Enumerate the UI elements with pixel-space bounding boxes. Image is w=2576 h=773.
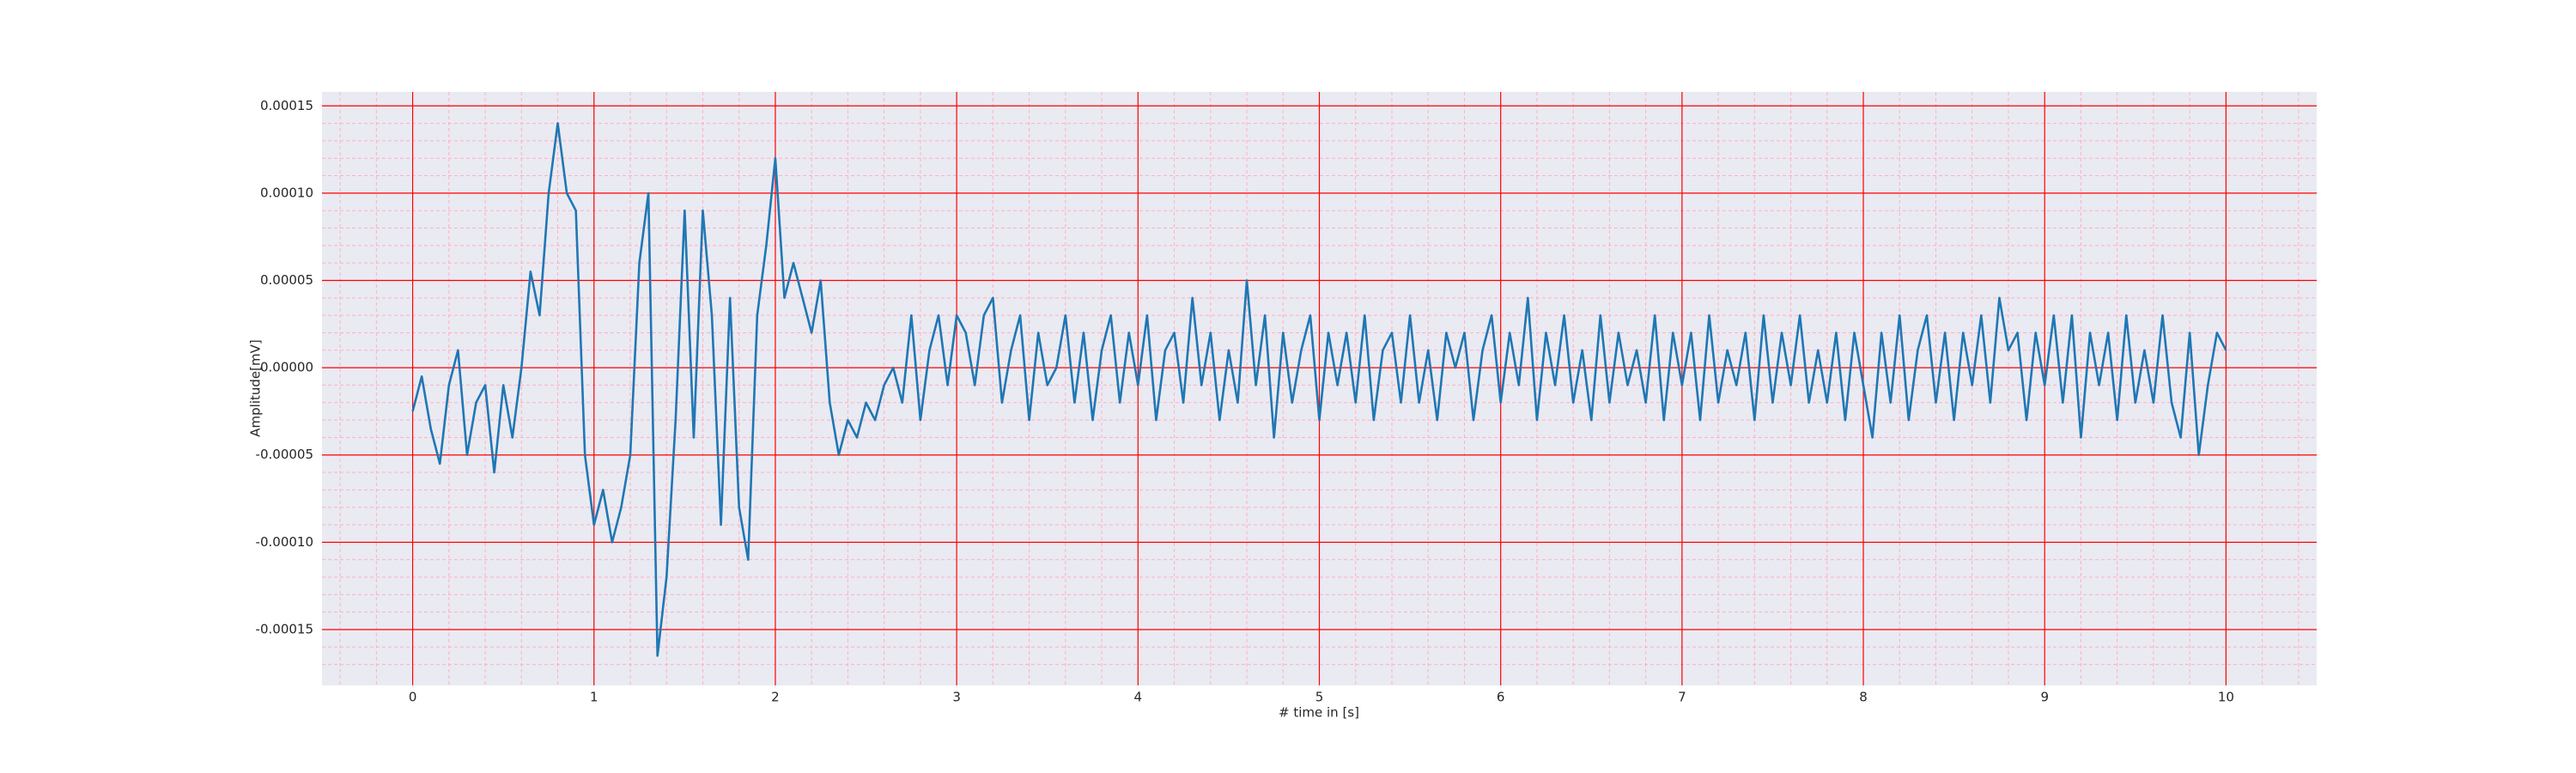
x-tick-label: 7: [1678, 690, 1686, 705]
x-tick-label: 9: [2040, 690, 2049, 705]
y-tick-label: -0.00010: [256, 534, 313, 550]
y-tick-label: 0.00005: [260, 272, 313, 288]
y-axis-label: Amplitude[mV]: [248, 339, 264, 436]
x-tick-label: 2: [771, 690, 780, 705]
x-tick-label: 6: [1497, 690, 1505, 705]
signal-line: [411, 122, 2227, 657]
y-tick-label: 0.00000: [260, 360, 313, 375]
y-tick-label: 0.00010: [260, 185, 313, 200]
x-tick-label: 1: [590, 690, 598, 705]
y-tick-label: 0.00015: [260, 98, 313, 113]
x-tick-label: 10: [2218, 690, 2234, 705]
y-tick-label: -0.00005: [256, 447, 313, 462]
x-tick-label: 0: [409, 690, 417, 705]
x-tick-label: 3: [952, 690, 961, 705]
x-axis-label: # time in [s]: [1279, 705, 1359, 721]
y-tick-label: -0.00015: [256, 621, 313, 636]
x-tick-label: 5: [1315, 690, 1324, 705]
x-tick-label: 4: [1134, 690, 1143, 705]
x-tick-label: 8: [1859, 690, 1868, 705]
